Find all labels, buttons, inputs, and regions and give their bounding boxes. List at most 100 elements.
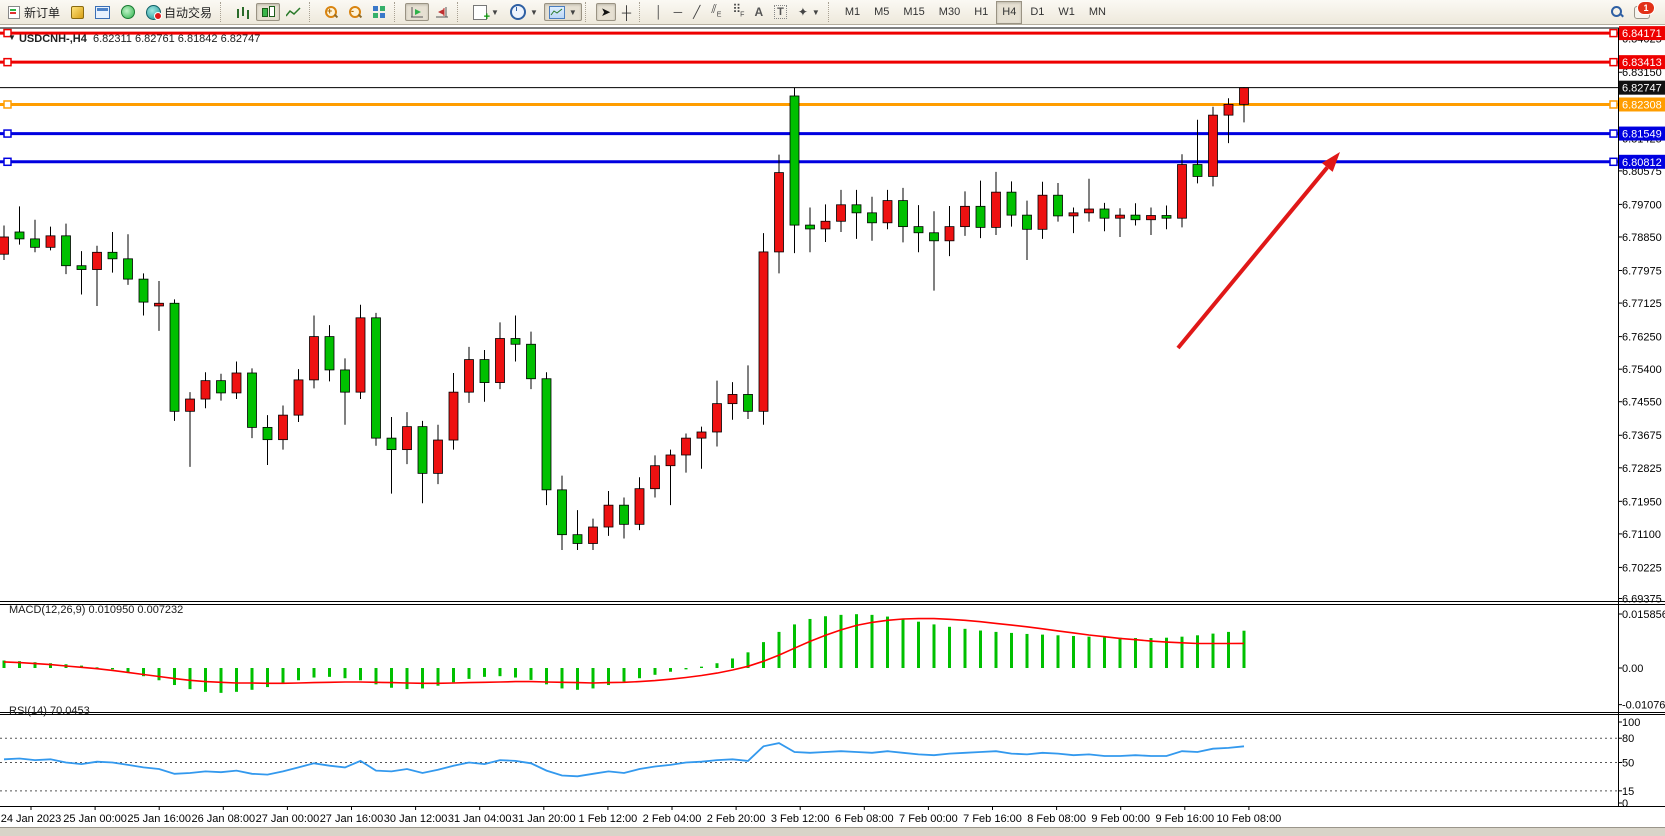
new-order-label: 新订单 bbox=[24, 5, 61, 20]
line-chart-button[interactable] bbox=[281, 3, 306, 21]
chevron-down-icon: ▼ bbox=[568, 7, 577, 17]
timeframe-h1[interactable]: H1 bbox=[974, 6, 989, 18]
chart-title-symbol: USDCNH-,H4 bbox=[18, 33, 87, 45]
timeframe-m15[interactable]: M15 bbox=[903, 6, 925, 18]
text-label-icon: T bbox=[774, 5, 787, 19]
bar-chart-button[interactable] bbox=[231, 3, 255, 21]
toolbar-separator bbox=[584, 2, 593, 22]
line-chart-icon bbox=[286, 6, 301, 18]
toolbar-separator bbox=[394, 2, 402, 22]
svg-text:10 Feb 08:00: 10 Feb 08:00 bbox=[1216, 813, 1281, 825]
chart-dropdown-icon[interactable]: ▼ bbox=[8, 33, 16, 42]
tile-windows-button[interactable] bbox=[368, 3, 391, 21]
svg-text:6.71950: 6.71950 bbox=[1622, 496, 1662, 508]
svg-text:25 Jan 16:00: 25 Jan 16:00 bbox=[127, 813, 191, 825]
cursor-button[interactable]: ➤ bbox=[595, 3, 616, 21]
horizontal-line-button[interactable]: ─ bbox=[669, 3, 688, 21]
crosshair-button[interactable]: ┼ bbox=[617, 3, 636, 21]
chart-shift-icon bbox=[410, 6, 424, 18]
svg-text:24 Jan 2023: 24 Jan 2023 bbox=[1, 813, 62, 825]
svg-text:9 Feb 00:00: 9 Feb 00:00 bbox=[1091, 813, 1150, 825]
timeframe-h4[interactable]: H4 bbox=[996, 0, 1023, 24]
candlestick-chart-icon bbox=[261, 5, 276, 19]
text-label-button[interactable]: T bbox=[769, 3, 792, 21]
arrows-icon: ✦ bbox=[797, 4, 808, 19]
svg-text:2 Feb 20:00: 2 Feb 20:00 bbox=[707, 813, 766, 825]
toolbar-separator bbox=[639, 2, 647, 22]
autoscroll-icon bbox=[435, 6, 449, 18]
autotrade-label: 自动交易 bbox=[164, 5, 213, 20]
channel-icon: ⫽E bbox=[711, 1, 722, 19]
chart-title[interactable]: ▼ USDCNH-,H4 6.82311 6.82761 6.81842 6.8… bbox=[8, 33, 260, 45]
fibonacci-button[interactable]: ⠿F bbox=[727, 1, 748, 21]
tile-windows-icon bbox=[373, 5, 386, 19]
cube-icon bbox=[71, 5, 85, 19]
svg-text:6.84171: 6.84171 bbox=[1622, 28, 1662, 40]
svg-text:25 Jan 00:00: 25 Jan 00:00 bbox=[63, 813, 127, 825]
svg-text:31 Jan 20:00: 31 Jan 20:00 bbox=[512, 813, 576, 825]
svg-text:6.82308: 6.82308 bbox=[1622, 99, 1662, 111]
svg-text:6.78850: 6.78850 bbox=[1622, 232, 1662, 244]
market-watch-button[interactable] bbox=[66, 3, 89, 21]
timeframe-bar: M1 M5 M15 M30 H1 H4 D1 W1 MN bbox=[839, 0, 1112, 24]
svg-text:6.80575: 6.80575 bbox=[1622, 166, 1662, 178]
new-order-icon bbox=[8, 4, 21, 20]
timeframe-mn[interactable]: MN bbox=[1088, 6, 1106, 18]
svg-text:6.83413: 6.83413 bbox=[1622, 57, 1662, 69]
signal-icon bbox=[121, 5, 136, 19]
new-order-button[interactable]: 新订单 bbox=[3, 3, 65, 21]
zoom-out-button[interactable]: - bbox=[344, 3, 367, 21]
cursor-icon: ➤ bbox=[600, 5, 611, 19]
timeframe-m1[interactable]: M1 bbox=[844, 6, 861, 18]
toolbar-separator bbox=[457, 2, 465, 22]
clock-icon bbox=[509, 4, 526, 20]
timeframe-m5[interactable]: M5 bbox=[874, 6, 890, 18]
svg-text:6.72825: 6.72825 bbox=[1622, 463, 1662, 475]
svg-text:6.70225: 6.70225 bbox=[1622, 562, 1662, 574]
chevron-down-icon: ▼ bbox=[529, 7, 538, 17]
trendline-button[interactable]: ╱ bbox=[688, 3, 705, 21]
svg-text:8 Feb 08:00: 8 Feb 08:00 bbox=[1027, 813, 1086, 825]
svg-text:6.69375: 6.69375 bbox=[1622, 594, 1662, 606]
window-chart-icon bbox=[95, 5, 111, 19]
candlestick-chart-button[interactable] bbox=[256, 3, 281, 21]
svg-text:6.77975: 6.77975 bbox=[1622, 265, 1662, 277]
svg-text:6.74550: 6.74550 bbox=[1622, 397, 1662, 409]
svg-text:6.77125: 6.77125 bbox=[1622, 298, 1662, 310]
search-button[interactable] bbox=[1606, 3, 1628, 21]
svg-text:6.81549: 6.81549 bbox=[1622, 129, 1662, 141]
toolbar-separator bbox=[309, 2, 317, 22]
chart-shift-button[interactable] bbox=[405, 3, 430, 21]
notification-badge: 1 bbox=[1637, 0, 1655, 15]
svg-text:-0.01076: -0.01076 bbox=[1622, 700, 1665, 712]
search-icon bbox=[1611, 6, 1624, 18]
vertical-line-button[interactable]: │ bbox=[650, 3, 668, 21]
channel-button[interactable]: ⫽E bbox=[706, 1, 726, 21]
chart-title-ohlc: 6.82311 6.82761 6.81842 6.82747 bbox=[92, 33, 261, 45]
signals-button[interactable] bbox=[116, 3, 140, 21]
svg-text:30 Jan 12:00: 30 Jan 12:00 bbox=[384, 813, 448, 825]
periods-button[interactable]: ▼ bbox=[505, 3, 543, 21]
svg-text:6.71100: 6.71100 bbox=[1622, 529, 1661, 541]
svg-text:100: 100 bbox=[1622, 717, 1640, 729]
fibonacci-icon: ⠿F bbox=[732, 1, 744, 19]
autotrade-button[interactable]: 自动交易 bbox=[141, 3, 217, 21]
autoscroll-button[interactable] bbox=[430, 3, 454, 21]
timeframe-m30[interactable]: M30 bbox=[938, 6, 961, 18]
new-chart-button[interactable]: ▼ bbox=[468, 3, 504, 23]
notifications-button[interactable]: 1 bbox=[1629, 0, 1655, 21]
timeframe-w1[interactable]: W1 bbox=[1058, 6, 1075, 18]
chevron-down-icon: ▼ bbox=[491, 7, 499, 17]
text-button[interactable]: A bbox=[749, 3, 768, 21]
data-window-button[interactable] bbox=[90, 3, 115, 21]
macd-indicator-label: MACD(12,26,9) 0.010950 0.007232 bbox=[9, 604, 184, 616]
zoom-in-button[interactable]: + bbox=[320, 3, 343, 21]
autotrade-icon bbox=[146, 4, 163, 20]
arrows-button[interactable]: ✦ ▼ bbox=[793, 3, 825, 21]
svg-text:7 Feb 00:00: 7 Feb 00:00 bbox=[899, 813, 958, 825]
timeframe-d1[interactable]: D1 bbox=[1030, 6, 1045, 18]
templates-button[interactable]: ▼ bbox=[543, 3, 582, 21]
svg-text:7 Feb 16:00: 7 Feb 16:00 bbox=[963, 813, 1022, 825]
